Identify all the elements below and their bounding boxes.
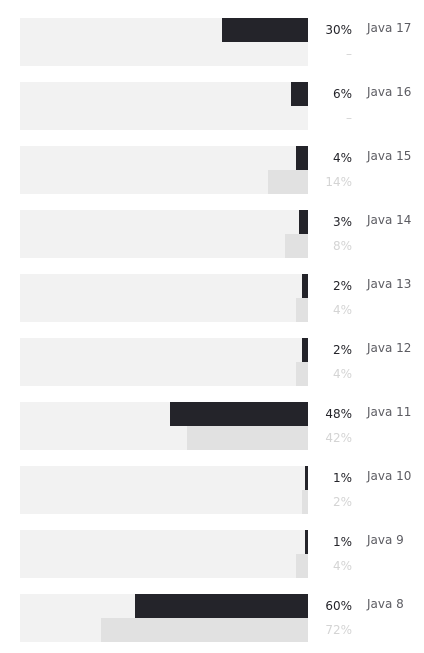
data-label-secondary: 2%: [332, 495, 352, 509]
bar-track: [20, 146, 308, 194]
bar-track: [20, 82, 308, 130]
bar-primary: [221, 18, 308, 42]
data-label-secondary: 8%: [332, 239, 352, 253]
data-label-secondary: –: [346, 47, 352, 61]
bar-secondary: [296, 298, 308, 322]
bar-track: [20, 530, 308, 578]
category-label: Java 16: [367, 85, 412, 99]
data-label-primary: 3%: [332, 215, 352, 229]
bar-primary: [302, 274, 308, 298]
category-label: Java 8: [367, 597, 404, 611]
data-label-primary: 48%: [325, 407, 352, 421]
bar-secondary: [267, 170, 308, 194]
category-label: Java 11: [367, 405, 412, 419]
bar-secondary: [187, 426, 308, 450]
bar-secondary: [302, 490, 308, 514]
data-label-primary: 2%: [332, 279, 352, 293]
data-label-primary: 2%: [332, 343, 352, 357]
category-label: Java 13: [367, 277, 412, 291]
bar-primary: [169, 402, 308, 426]
bar-primary: [305, 466, 308, 490]
bar-secondary: [296, 554, 308, 578]
bar-primary: [290, 82, 308, 106]
bar-secondary: [284, 234, 308, 258]
bar-secondary: [296, 362, 308, 386]
category-label: Java 10: [367, 469, 412, 483]
data-label-primary: 1%: [332, 535, 352, 549]
category-label: Java 9: [367, 533, 404, 547]
category-label: Java 15: [367, 149, 412, 163]
bar-track: [20, 338, 308, 386]
data-label-secondary: 42%: [325, 431, 352, 445]
data-label-secondary: –: [346, 111, 352, 125]
bar-track: [20, 466, 308, 514]
data-label-primary: 1%: [332, 471, 352, 485]
bar-primary: [296, 146, 308, 170]
bar-track: [20, 274, 308, 322]
bar-primary: [305, 530, 308, 554]
data-label-secondary: 4%: [332, 559, 352, 573]
data-label-primary: 60%: [325, 599, 352, 613]
data-label-primary: 30%: [325, 23, 352, 37]
data-label-secondary: 14%: [325, 175, 352, 189]
bar-track: [20, 210, 308, 258]
category-label: Java 17: [367, 21, 412, 35]
data-label-secondary: 4%: [332, 367, 352, 381]
bar-secondary: [100, 618, 308, 642]
bar-primary: [135, 594, 308, 618]
data-label-secondary: 72%: [325, 623, 352, 637]
data-label-primary: 4%: [332, 151, 352, 165]
data-label-primary: 6%: [332, 87, 352, 101]
bar-primary: [299, 210, 308, 234]
bar-primary: [302, 338, 308, 362]
category-label: Java 14: [367, 213, 412, 227]
category-label: Java 12: [367, 341, 412, 355]
data-label-secondary: 4%: [332, 303, 352, 317]
